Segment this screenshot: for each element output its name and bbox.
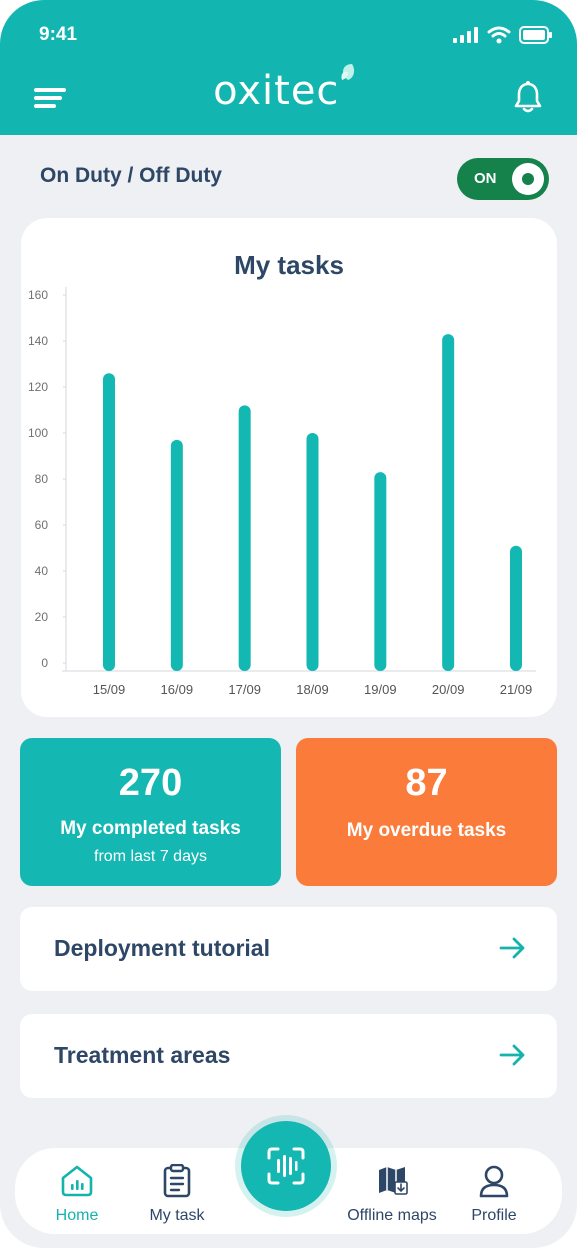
y-tick-label: 20 bbox=[35, 610, 49, 624]
toggle-knob[interactable] bbox=[512, 163, 544, 195]
status-icons bbox=[453, 26, 553, 44]
tasks-chart-card: My tasks 0 20 40 60 80 100 120 140 160 15/09 16/09… bbox=[21, 218, 557, 717]
scan-icon bbox=[267, 1147, 305, 1185]
arrow-right-icon bbox=[499, 1044, 525, 1066]
battery-icon bbox=[519, 26, 552, 44]
menu-icon[interactable] bbox=[34, 86, 68, 110]
y-tick-label: 140 bbox=[28, 334, 48, 348]
wifi-icon bbox=[487, 26, 511, 44]
tasks-bar-chart: 0 20 40 60 80 100 120 140 160 15/09 16/09 17/09 18/0… bbox=[28, 287, 536, 697]
nav-label: Profile bbox=[471, 1207, 517, 1224]
nav-my-task[interactable]: My task bbox=[122, 1163, 232, 1225]
chart-bar bbox=[103, 373, 115, 671]
x-tick-label: 15/09 bbox=[93, 682, 126, 697]
y-tick-label: 120 bbox=[28, 380, 48, 394]
x-tick-label: 21/09 bbox=[500, 682, 533, 697]
treatment-areas-link[interactable]: Treatment areas bbox=[20, 1014, 557, 1098]
clipboard-icon bbox=[163, 1163, 191, 1198]
chart-bar bbox=[170, 439, 183, 671]
chart-bar bbox=[510, 545, 522, 671]
link-label: Deployment tutorial bbox=[54, 935, 270, 961]
y-tick-label: 80 bbox=[35, 472, 49, 486]
x-tick-label: 18/09 bbox=[296, 682, 329, 697]
x-tick-label: 19/09 bbox=[364, 682, 397, 697]
user-icon bbox=[479, 1165, 509, 1198]
signal-icon bbox=[453, 27, 478, 43]
arrow-right-icon bbox=[499, 937, 525, 959]
map-icon bbox=[379, 1167, 408, 1195]
chart-bar bbox=[306, 433, 319, 671]
toggle-label: ON bbox=[474, 170, 497, 187]
completed-tasks-value: 270 bbox=[118, 762, 183, 804]
x-tick-label: 17/09 bbox=[228, 682, 261, 697]
overdue-tasks-label: My overdue tasks bbox=[346, 820, 507, 841]
x-tick-label: 16/09 bbox=[161, 682, 194, 697]
y-tick-label: 60 bbox=[35, 518, 49, 532]
bell-icon[interactable] bbox=[513, 80, 543, 114]
brand-name: oxitec bbox=[213, 68, 340, 114]
completed-tasks-card[interactable]: 270 My completed tasks from last 7 days bbox=[20, 738, 281, 886]
chart-bar bbox=[374, 472, 387, 671]
y-tick-label: 0 bbox=[41, 656, 48, 670]
chart-bar bbox=[238, 405, 251, 671]
duty-label: On Duty / Off Duty bbox=[40, 164, 222, 187]
y-tick-label: 160 bbox=[28, 288, 48, 302]
duty-toggle[interactable]: ON bbox=[457, 158, 549, 200]
overdue-tasks-value: 87 bbox=[405, 762, 448, 804]
deployment-tutorial-link[interactable]: Deployment tutorial bbox=[20, 907, 557, 991]
nav-profile[interactable]: Profile bbox=[439, 1164, 549, 1225]
x-tick-label: 20/09 bbox=[432, 682, 465, 697]
link-label: Treatment areas bbox=[54, 1042, 231, 1068]
nav-label: My task bbox=[149, 1207, 205, 1224]
nav-home[interactable]: Home bbox=[22, 1164, 132, 1225]
y-tick-label: 40 bbox=[35, 564, 49, 578]
y-tick-label: 100 bbox=[28, 426, 48, 440]
status-time: 9:41 bbox=[39, 24, 78, 45]
chart-bar bbox=[442, 334, 455, 671]
home-icon bbox=[61, 1165, 93, 1197]
nav-label: Offline maps bbox=[347, 1207, 437, 1224]
brand-logo: oxitec bbox=[0, 64, 577, 114]
app-header: 9:41 oxitec bbox=[0, 0, 577, 135]
nav-offline-maps[interactable]: Offline maps bbox=[337, 1164, 447, 1225]
leaf-icon bbox=[341, 64, 354, 80]
nav-label: Home bbox=[55, 1207, 99, 1224]
scan-button[interactable] bbox=[241, 1121, 331, 1211]
completed-tasks-label: My completed tasks bbox=[60, 818, 241, 839]
completed-tasks-period: from last 7 days bbox=[94, 848, 207, 865]
overdue-tasks-card[interactable]: 87 My overdue tasks bbox=[296, 738, 557, 886]
chart-title: My tasks bbox=[234, 250, 344, 280]
